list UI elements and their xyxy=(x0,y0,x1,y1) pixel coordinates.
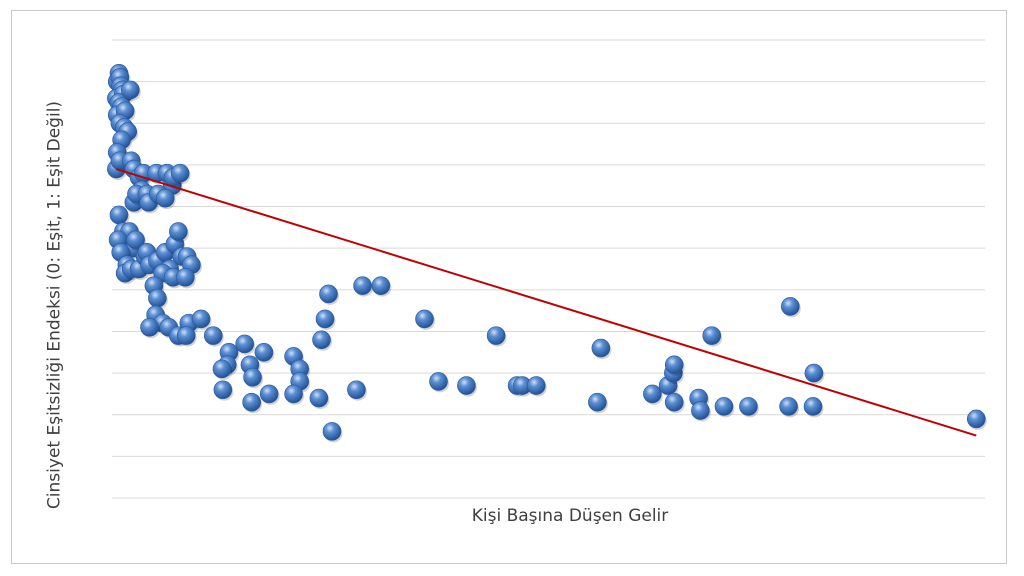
data-point xyxy=(643,384,662,404)
data-point xyxy=(739,397,758,416)
data-point xyxy=(457,376,476,395)
data-point xyxy=(170,163,190,183)
data-point xyxy=(254,342,274,362)
trendline-group xyxy=(116,168,977,437)
data-point xyxy=(353,276,372,295)
data-point xyxy=(588,392,607,412)
data-point xyxy=(121,80,140,100)
data-point xyxy=(312,330,331,350)
data-point xyxy=(126,230,145,250)
data-point xyxy=(804,363,824,383)
data-point xyxy=(429,372,448,391)
data-point xyxy=(242,392,261,412)
data-point xyxy=(176,326,196,345)
x-axis-label: Kişi Başına Düşen Gelir xyxy=(471,506,669,526)
data-point xyxy=(148,288,167,308)
data-point xyxy=(803,397,823,416)
data-point xyxy=(779,397,798,416)
data-point xyxy=(781,297,800,316)
data-point xyxy=(213,380,233,400)
gridlines xyxy=(112,39,985,499)
data-point xyxy=(243,367,262,387)
data-point xyxy=(486,326,506,345)
data-point xyxy=(155,188,175,208)
trendline xyxy=(116,168,977,437)
y-axis-label: Cinsiyet Eşitsizliği Endeksi (0: Eşit, 1… xyxy=(44,100,65,510)
data-point xyxy=(176,268,195,287)
data-point xyxy=(140,317,159,337)
data-point xyxy=(371,276,391,295)
data-point xyxy=(664,355,684,375)
data-point xyxy=(284,384,303,404)
data-point xyxy=(203,326,223,345)
data-point xyxy=(347,380,366,400)
data-point xyxy=(702,326,722,345)
data-points xyxy=(107,64,987,443)
data-point xyxy=(212,359,232,379)
data-point xyxy=(966,409,986,429)
data-point xyxy=(415,309,434,329)
data-point xyxy=(315,309,335,329)
data-point xyxy=(664,392,684,412)
data-point xyxy=(526,376,546,395)
data-point xyxy=(309,388,329,408)
data-point xyxy=(235,334,254,354)
data-point xyxy=(691,401,710,420)
data-point xyxy=(591,338,611,358)
data-point xyxy=(109,205,129,225)
data-point xyxy=(169,222,188,241)
data-point xyxy=(322,422,342,441)
data-point xyxy=(191,309,211,329)
data-point xyxy=(259,384,279,404)
chart-frame xyxy=(11,10,1007,564)
data-point xyxy=(319,284,338,304)
data-point xyxy=(714,397,734,416)
